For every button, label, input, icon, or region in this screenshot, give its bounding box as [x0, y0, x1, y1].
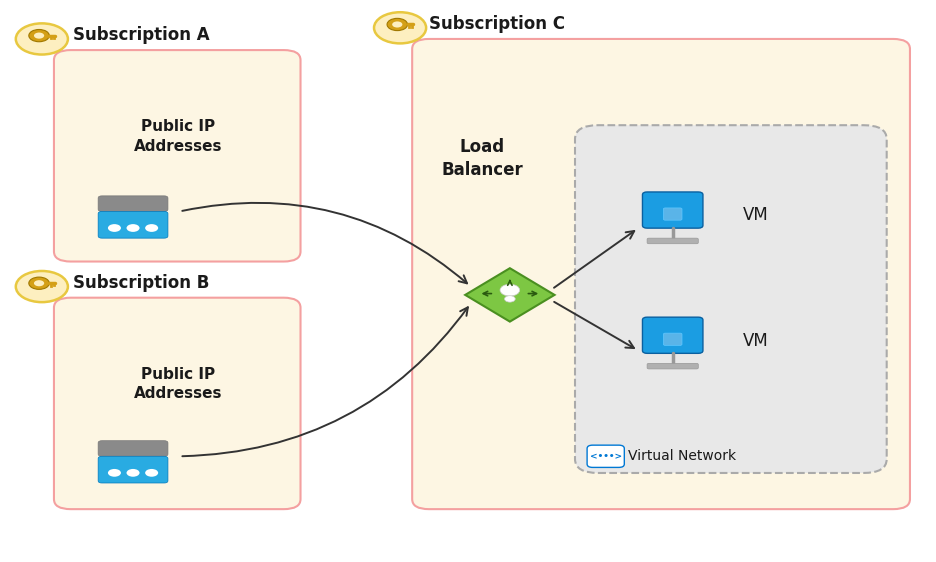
Circle shape: [505, 296, 515, 302]
Circle shape: [34, 33, 44, 39]
Text: Subscription A: Subscription A: [73, 26, 209, 44]
Circle shape: [392, 21, 402, 28]
Circle shape: [16, 24, 68, 55]
FancyBboxPatch shape: [412, 39, 910, 509]
FancyBboxPatch shape: [647, 364, 698, 369]
Text: VM: VM: [742, 206, 768, 224]
FancyBboxPatch shape: [98, 456, 168, 483]
Text: VM: VM: [742, 332, 768, 350]
Circle shape: [16, 271, 68, 302]
Text: Virtual Network: Virtual Network: [628, 449, 736, 463]
Circle shape: [126, 224, 139, 232]
FancyBboxPatch shape: [647, 238, 698, 244]
Text: Public IP
Addresses: Public IP Addresses: [134, 366, 222, 401]
FancyBboxPatch shape: [642, 317, 703, 353]
Text: Load
Balancer: Load Balancer: [441, 138, 523, 179]
Text: Subscription C: Subscription C: [429, 15, 565, 33]
FancyBboxPatch shape: [587, 445, 624, 468]
FancyBboxPatch shape: [98, 211, 168, 238]
FancyBboxPatch shape: [664, 333, 682, 346]
FancyBboxPatch shape: [575, 125, 886, 473]
Circle shape: [29, 29, 50, 42]
Circle shape: [29, 277, 50, 289]
Circle shape: [500, 284, 519, 296]
FancyBboxPatch shape: [54, 50, 300, 261]
Circle shape: [388, 19, 407, 30]
Text: Public IP
Addresses: Public IP Addresses: [134, 119, 222, 154]
Circle shape: [374, 12, 426, 43]
Circle shape: [126, 469, 139, 477]
FancyBboxPatch shape: [98, 196, 168, 211]
Text: <•••>: <•••>: [590, 452, 622, 461]
Circle shape: [34, 280, 44, 286]
Polygon shape: [465, 268, 554, 321]
FancyBboxPatch shape: [54, 298, 300, 509]
FancyBboxPatch shape: [664, 208, 682, 220]
Circle shape: [108, 469, 121, 477]
Circle shape: [145, 224, 158, 232]
Circle shape: [108, 224, 121, 232]
FancyBboxPatch shape: [98, 441, 168, 456]
Text: Subscription B: Subscription B: [73, 274, 209, 292]
Circle shape: [145, 469, 158, 477]
FancyBboxPatch shape: [642, 192, 703, 228]
